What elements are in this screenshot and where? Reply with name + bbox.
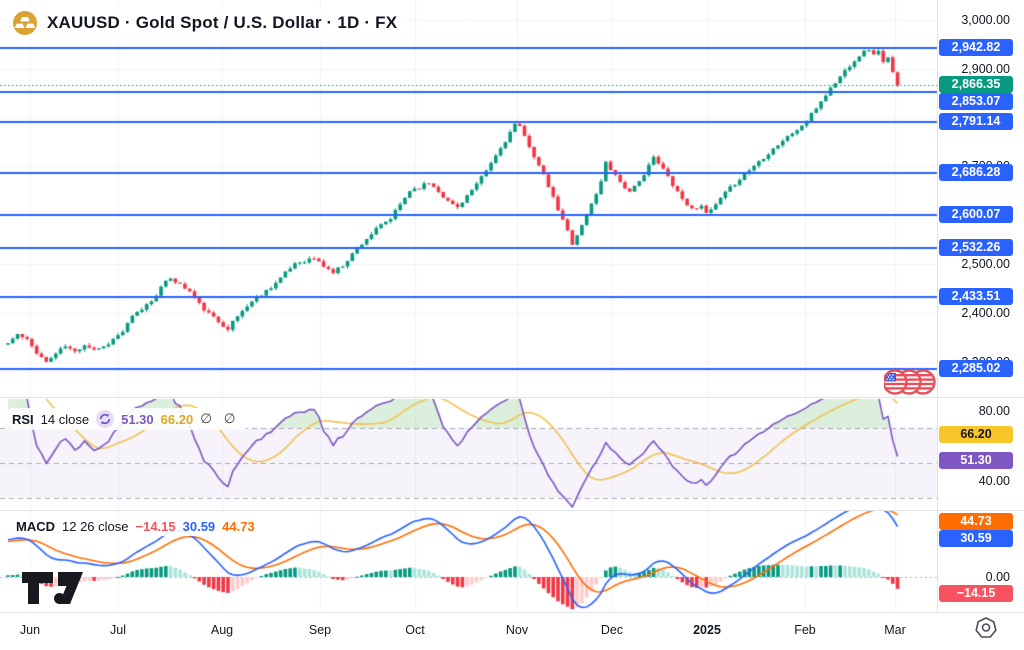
price-level-badge: 2,285.02 [939, 360, 1013, 377]
time-label-Aug: Aug [210, 623, 234, 637]
us-flags-event-icon[interactable] [882, 367, 936, 402]
macd-hist-value: −14.15 [135, 519, 176, 534]
panel-separator-price-rsi[interactable] [0, 397, 1024, 398]
symbol-legend[interactable]: XAUUSD · Gold Spot / U.S. Dollar · 1D · … [8, 8, 406, 38]
panel-separator-rsi-macd[interactable] [0, 510, 1024, 511]
price-axis-label: 2,400.00 [961, 306, 1010, 320]
macd-value-badge: 30.59 [939, 530, 1013, 547]
time-label-Dec: Dec [600, 623, 624, 637]
time-label-Sep: Sep [308, 623, 332, 637]
rsi-value-badge: 66.20 [939, 426, 1013, 443]
rsi-axis-label: 80.00 [978, 404, 1010, 418]
macd-value-badge: −14.15 [939, 585, 1013, 602]
time-label-2025: 2025 [693, 623, 721, 637]
time-label-Mar: Mar [884, 623, 906, 637]
gold-coin-icon [12, 10, 38, 36]
price-scale[interactable]: 3,000.002,900.002,700.002,500.002,400.00… [938, 0, 1024, 612]
time-label-Feb: Feb [794, 623, 816, 637]
macd-legend[interactable]: MACD 12 26 close −14.15 30.59 44.73 [12, 517, 263, 536]
macd-value-badge: 44.73 [939, 513, 1013, 530]
rsi-ma-value: 66.20 [160, 411, 194, 427]
price-axis-label: 2,500.00 [961, 257, 1010, 271]
price-level-badge: 2,942.82 [939, 39, 1013, 56]
rsi-empty-markers: ∅ ∅ [200, 411, 240, 426]
rsi-legend[interactable]: RSI 14 close 51.30 66.20 ∅ ∅ [8, 408, 248, 430]
rsi-axis-label: 40.00 [978, 474, 1010, 488]
macd-value: 30.59 [182, 519, 216, 534]
current-price-badge: 2,866.35 [939, 76, 1013, 93]
tradingview-logo[interactable] [20, 566, 86, 613]
rsi-sync-icon[interactable] [96, 410, 115, 428]
price-level-badge: 2,532.26 [939, 239, 1013, 256]
price-axis-label: 2,900.00 [961, 62, 1010, 76]
time-axis-separator [0, 612, 1024, 613]
time-label-Oct: Oct [405, 623, 425, 637]
rsi-value: 51.30 [121, 411, 154, 427]
macd-params: 12 26 close [62, 519, 129, 534]
time-label-Jun: Jun [19, 623, 41, 637]
price-level-badge: 2,686.28 [939, 164, 1013, 181]
price-axis-label: 3,000.00 [961, 13, 1010, 27]
price-scale-separator [937, 0, 938, 612]
price-level-badge: 2,600.07 [939, 206, 1013, 223]
price-level-badge: 2,853.07 [939, 93, 1013, 110]
rsi-value-badge: 51.30 [939, 452, 1013, 469]
macd-signal-value: 44.73 [222, 519, 255, 534]
rsi-params: 14 close [40, 411, 90, 427]
time-label-Nov: Nov [505, 623, 529, 637]
symbol-title[interactable]: XAUUSD · Gold Spot / U.S. Dollar · 1D · … [47, 13, 398, 32]
time-scale[interactable]: Jun Jul Aug Sep Oct Nov Dec 2025 Feb Mar [0, 613, 1024, 650]
price-level-badge: 2,791.14 [939, 113, 1013, 130]
macd-title: MACD [16, 519, 55, 534]
chart-settings-icon[interactable] [974, 616, 998, 645]
rsi-title: RSI [12, 411, 34, 427]
time-label-Jul: Jul [110, 623, 126, 637]
macd-axis-label: 0.00 [985, 570, 1010, 584]
price-level-badge: 2,433.51 [939, 288, 1013, 305]
